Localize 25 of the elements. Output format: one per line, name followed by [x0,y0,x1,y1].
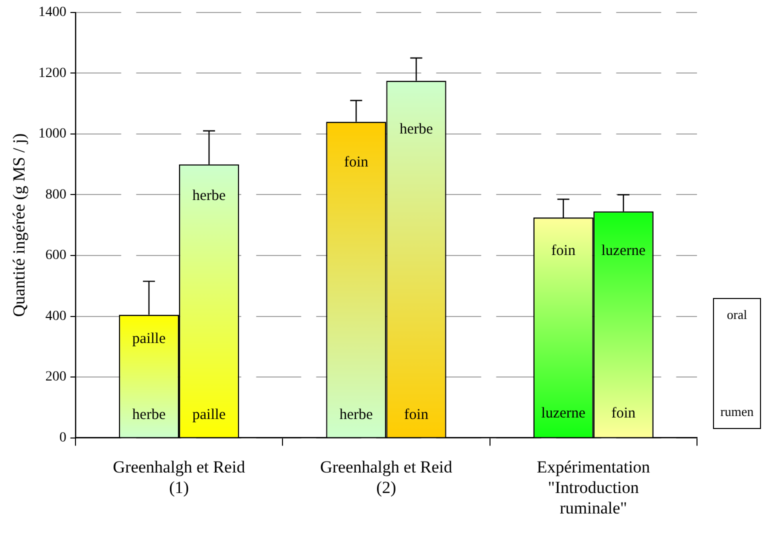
y-axis-title: Quantité ingérée (g MS / j) [10,133,29,317]
y-tick-label: 1000 [38,126,66,142]
y-tick-label: 400 [45,308,66,324]
y-tick-label: 600 [45,248,66,264]
y-tick-label: 800 [45,187,66,202]
annotation: foin [404,406,429,423]
annotation: paille [192,406,226,423]
key-box: oral rumen [713,298,761,429]
annotation: luzerne [601,242,646,259]
annotation: foin [551,242,576,259]
annotation: herbe [400,121,434,138]
x-tick-label: Greenhalgh et Reid (2) [320,457,453,497]
annotation: foin [344,154,369,171]
annotation: luzerne [541,405,586,422]
x-tick-label: Expérimentation "Introduction ruminale" [536,457,651,518]
annotation: herbe [192,188,226,204]
y-tick-label: 0 [59,430,66,446]
y-tick-label: 200 [45,370,66,385]
y-tick-label: 1400 [38,5,66,20]
y-tick-label: 1200 [38,66,66,81]
annotation: herbe [340,406,374,423]
annotation: foin [611,405,636,422]
x-tick-label: Greenhalgh et Reid (1) [112,457,246,497]
annotation: paille [132,330,166,347]
annotation: herbe [132,406,166,423]
